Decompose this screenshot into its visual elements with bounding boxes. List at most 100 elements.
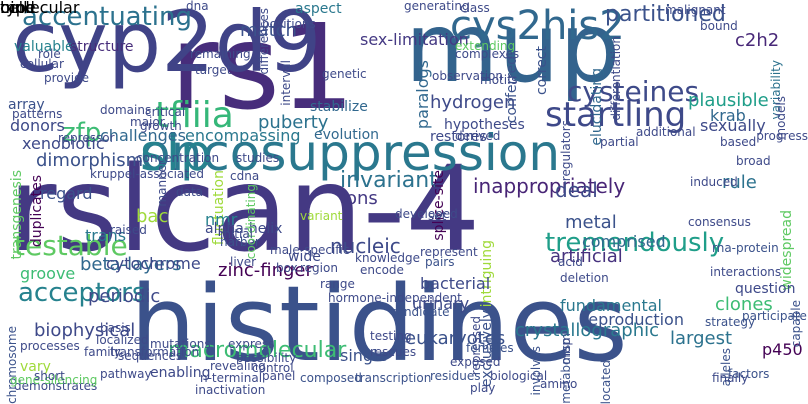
word: p450 (762, 340, 803, 359)
word: pathway (100, 367, 152, 381)
word: pairs (425, 255, 455, 269)
word: match (240, 20, 297, 41)
word: largest (670, 328, 733, 349)
word: box (276, 261, 298, 275)
word: nucleic (330, 234, 401, 258)
word: located (599, 359, 613, 404)
word: generating (404, 0, 470, 13)
word: c2h2 (735, 30, 780, 51)
word: ions (341, 188, 378, 209)
word: bind (0, 0, 35, 17)
word: data (176, 185, 204, 199)
word: participate (742, 309, 807, 323)
word: patterns (12, 107, 63, 121)
word: finally (712, 371, 749, 385)
word: represent (420, 245, 478, 259)
word: array (8, 97, 45, 113)
word: short (34, 369, 65, 383)
word: kruppel-associated (90, 167, 204, 181)
word: question (735, 281, 796, 297)
word: biophysical (34, 320, 136, 341)
word: consensus (688, 215, 751, 229)
word: accentuating (22, 2, 193, 32)
word: acid (558, 255, 583, 269)
word: positions (262, 17, 316, 31)
word: testable (14, 229, 128, 262)
word: transcription (355, 371, 432, 385)
word: n-terminal (200, 371, 263, 385)
word: control (252, 361, 294, 375)
word: revealing (210, 359, 266, 373)
word: startling (545, 95, 687, 135)
word: alpha-helix (205, 221, 283, 237)
word: invariant (340, 168, 438, 193)
word: stabilize (310, 99, 368, 115)
word: beta-layers (80, 254, 182, 275)
word: transgenesis (9, 170, 25, 260)
word: rslcan-4 (8, 140, 481, 278)
word: factors (728, 367, 770, 381)
word: elucidating (589, 68, 605, 146)
word: rescues (370, 345, 417, 359)
word: slp (140, 124, 212, 182)
word: inactivation (195, 383, 266, 397)
word: eukaryotes (405, 328, 506, 349)
word: hypotheses (444, 117, 525, 133)
word: harbor (220, 235, 260, 249)
word: major (130, 115, 165, 129)
word: groove (20, 264, 76, 283)
word: cys2his2 (450, 3, 625, 49)
word: hydrogen (430, 92, 516, 113)
word: complexes (455, 47, 520, 61)
word: remaining (190, 47, 251, 61)
word: studies (236, 151, 280, 165)
word: bac (136, 206, 169, 227)
word: challenges (100, 126, 186, 145)
word: strategy (705, 315, 756, 329)
word: cytochrome (106, 254, 201, 273)
word: tremendously (545, 228, 725, 258)
word: acceptors (18, 278, 146, 308)
word: metabolism (559, 333, 573, 404)
word: processes (20, 339, 80, 353)
word: residues (430, 369, 481, 383)
word: type (0, 0, 36, 17)
word: widespread (779, 210, 795, 291)
word: bacterial (420, 274, 491, 293)
word: play (470, 381, 496, 395)
word: interval (279, 60, 293, 106)
word: structure (70, 39, 134, 55)
word: puberty (258, 112, 329, 133)
word: differentiation (609, 36, 623, 121)
word: mutations (150, 337, 211, 351)
word: malignant (665, 3, 726, 17)
word: enabling (150, 365, 211, 381)
word: comprised (582, 232, 666, 251)
word: females (466, 341, 514, 355)
word: vary (20, 359, 51, 375)
word: donors (10, 116, 65, 135)
word: candidate (390, 305, 450, 319)
word: capable (789, 300, 803, 348)
word: deletion (560, 271, 609, 285)
word: exposed (450, 355, 501, 369)
word: possibility (236, 351, 297, 365)
word: derived (455, 129, 501, 143)
word: concentration (136, 151, 220, 165)
word: histidines (130, 263, 628, 385)
word: partial (600, 135, 639, 149)
word: valuable (14, 39, 74, 55)
word: induced (690, 175, 738, 189)
word: aspect (295, 1, 342, 17)
word: dimorphism (36, 150, 144, 171)
word: additional (636, 125, 696, 139)
word: xenobiotic (22, 134, 105, 153)
word: trans (85, 226, 127, 245)
word: metal (565, 212, 617, 233)
word: cellular (20, 57, 64, 71)
word: hormone-independent (328, 291, 462, 305)
word: demonstrates (14, 379, 98, 393)
word: initial (220, 227, 253, 241)
word: inappropriately (473, 174, 626, 198)
word: raised (110, 223, 147, 237)
